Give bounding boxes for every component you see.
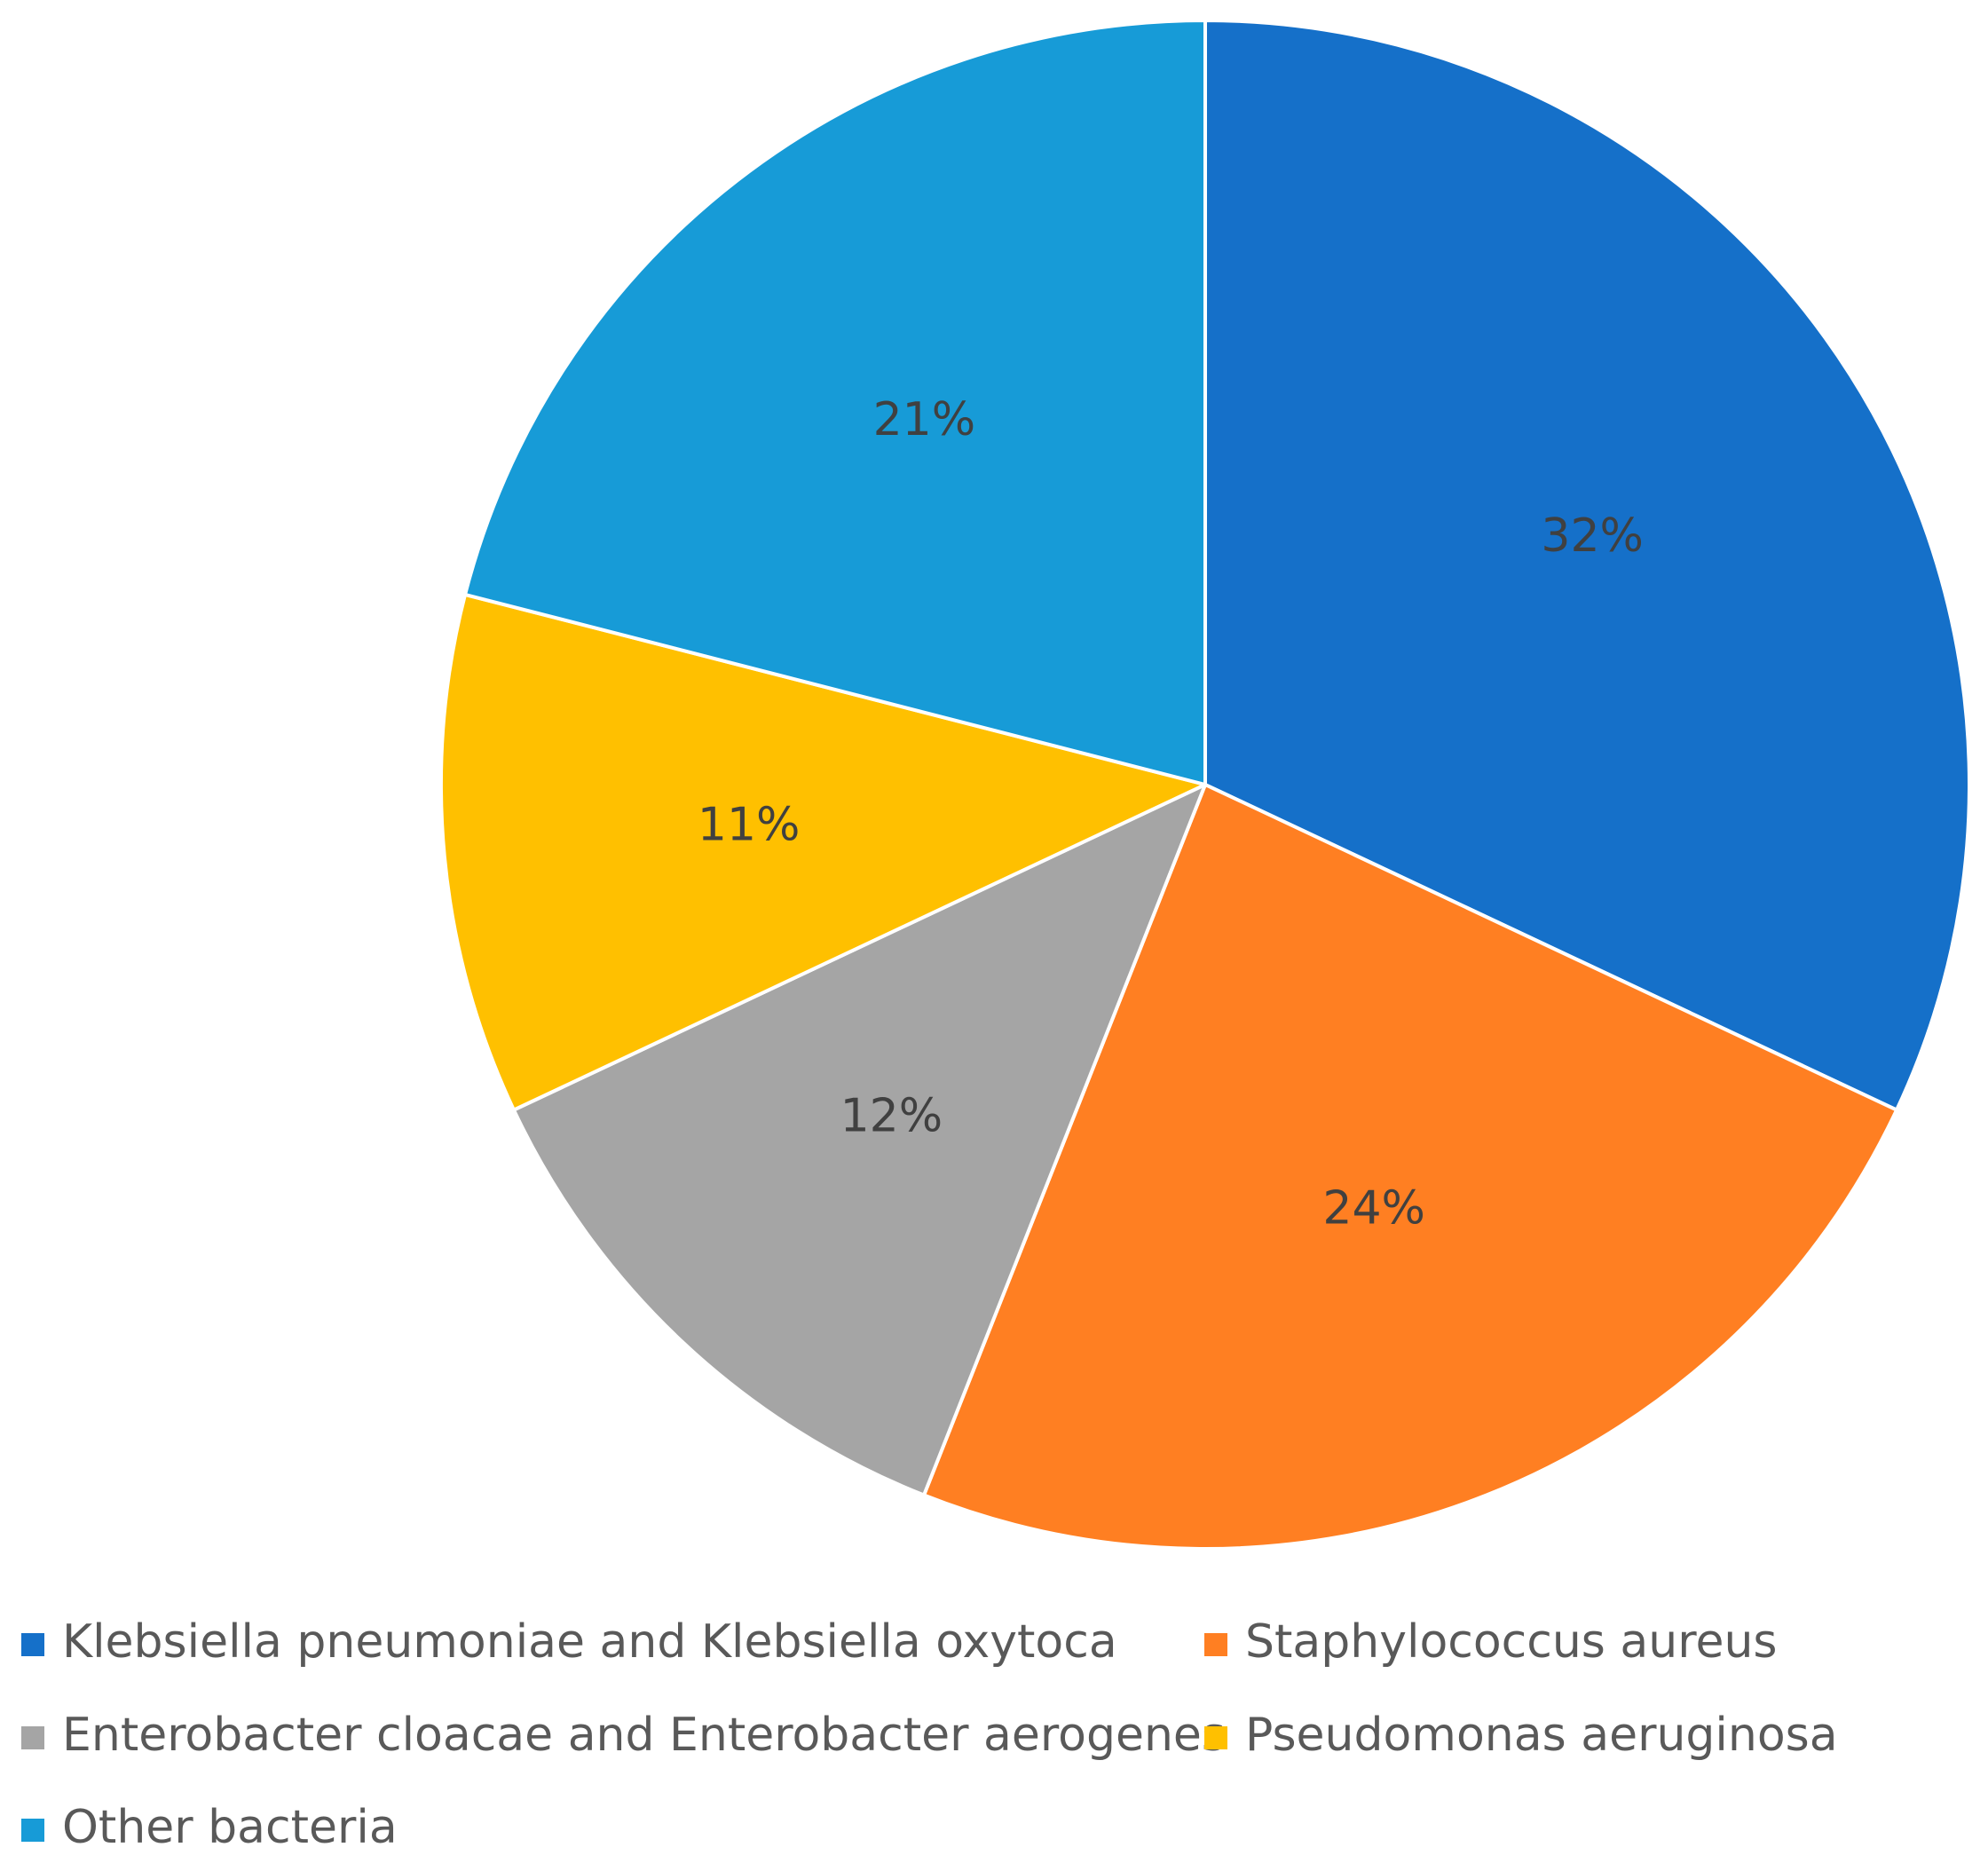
data-label-klebsiella-pneumoniae-and-klebsiella-oxytoca: 32%	[1541, 509, 1644, 563]
legend-label-enterobacter-cloacae-and-enterobacter-aerogenes: Enterobacter cloacae and Enterobacter ae…	[62, 1709, 1226, 1762]
legend-item-klebsiella-pneumoniae-and-klebsiella-oxytoca: Klebsiella pneumoniae and Klebsiella oxy…	[21, 1615, 1117, 1669]
pie-slices	[439, 19, 1971, 1551]
legend-swatch-other-bacteria	[21, 1819, 44, 1842]
data-label-other-bacteria: 21%	[873, 393, 976, 446]
legend-item-staphylococcus-aureus: Staphylococcus aureus	[1204, 1615, 1778, 1669]
legend-swatch-klebsiella-pneumoniae-and-klebsiella-oxytoca	[21, 1633, 44, 1656]
legend-swatch-pseudomonas-aeruginosa	[1204, 1726, 1227, 1749]
pie-data-labels: 32% 24% 12% 11% 21%	[698, 393, 1644, 1235]
data-label-pseudomonas-aeruginosa: 11%	[698, 799, 801, 852]
data-label-staphylococcus-aureus: 24%	[1322, 1181, 1425, 1235]
legend-label-other-bacteria: Other bacteria	[62, 1801, 398, 1854]
legend: Klebsiella pneumoniae and Klebsiella oxy…	[21, 1615, 1838, 1854]
legend-label-klebsiella-pneumoniae-and-klebsiella-oxytoca: Klebsiella pneumoniae and Klebsiella oxy…	[62, 1615, 1117, 1669]
legend-item-other-bacteria: Other bacteria	[21, 1801, 398, 1854]
pie-slice-pseudomonas-aeruginosa	[439, 592, 1207, 1112]
legend-swatch-staphylococcus-aureus	[1204, 1633, 1227, 1656]
pie-slice-enterobacter-cloacae-and-enterobacter-aerogenes	[511, 783, 1207, 1497]
legend-swatch-enterobacter-cloacae-and-enterobacter-aerogenes	[21, 1726, 44, 1749]
legend-label-staphylococcus-aureus: Staphylococcus aureus	[1245, 1615, 1778, 1669]
data-label-enterobacter-cloacae-and-enterobacter-aerogenes: 12%	[840, 1090, 943, 1143]
pie-slice-staphylococcus-aureus	[922, 783, 1899, 1551]
pie-slice-klebsiella-pneumoniae-and-klebsiella-oxytoca	[1203, 19, 1971, 1112]
legend-label-pseudomonas-aeruginosa: Pseudomonas aeruginosa	[1245, 1709, 1838, 1762]
pie-slice-other-bacteria	[463, 19, 1207, 786]
legend-item-pseudomonas-aeruginosa: Pseudomonas aeruginosa	[1204, 1709, 1838, 1762]
legend-item-enterobacter-cloacae-and-enterobacter-aerogenes: Enterobacter cloacae and Enterobacter ae…	[21, 1709, 1226, 1762]
